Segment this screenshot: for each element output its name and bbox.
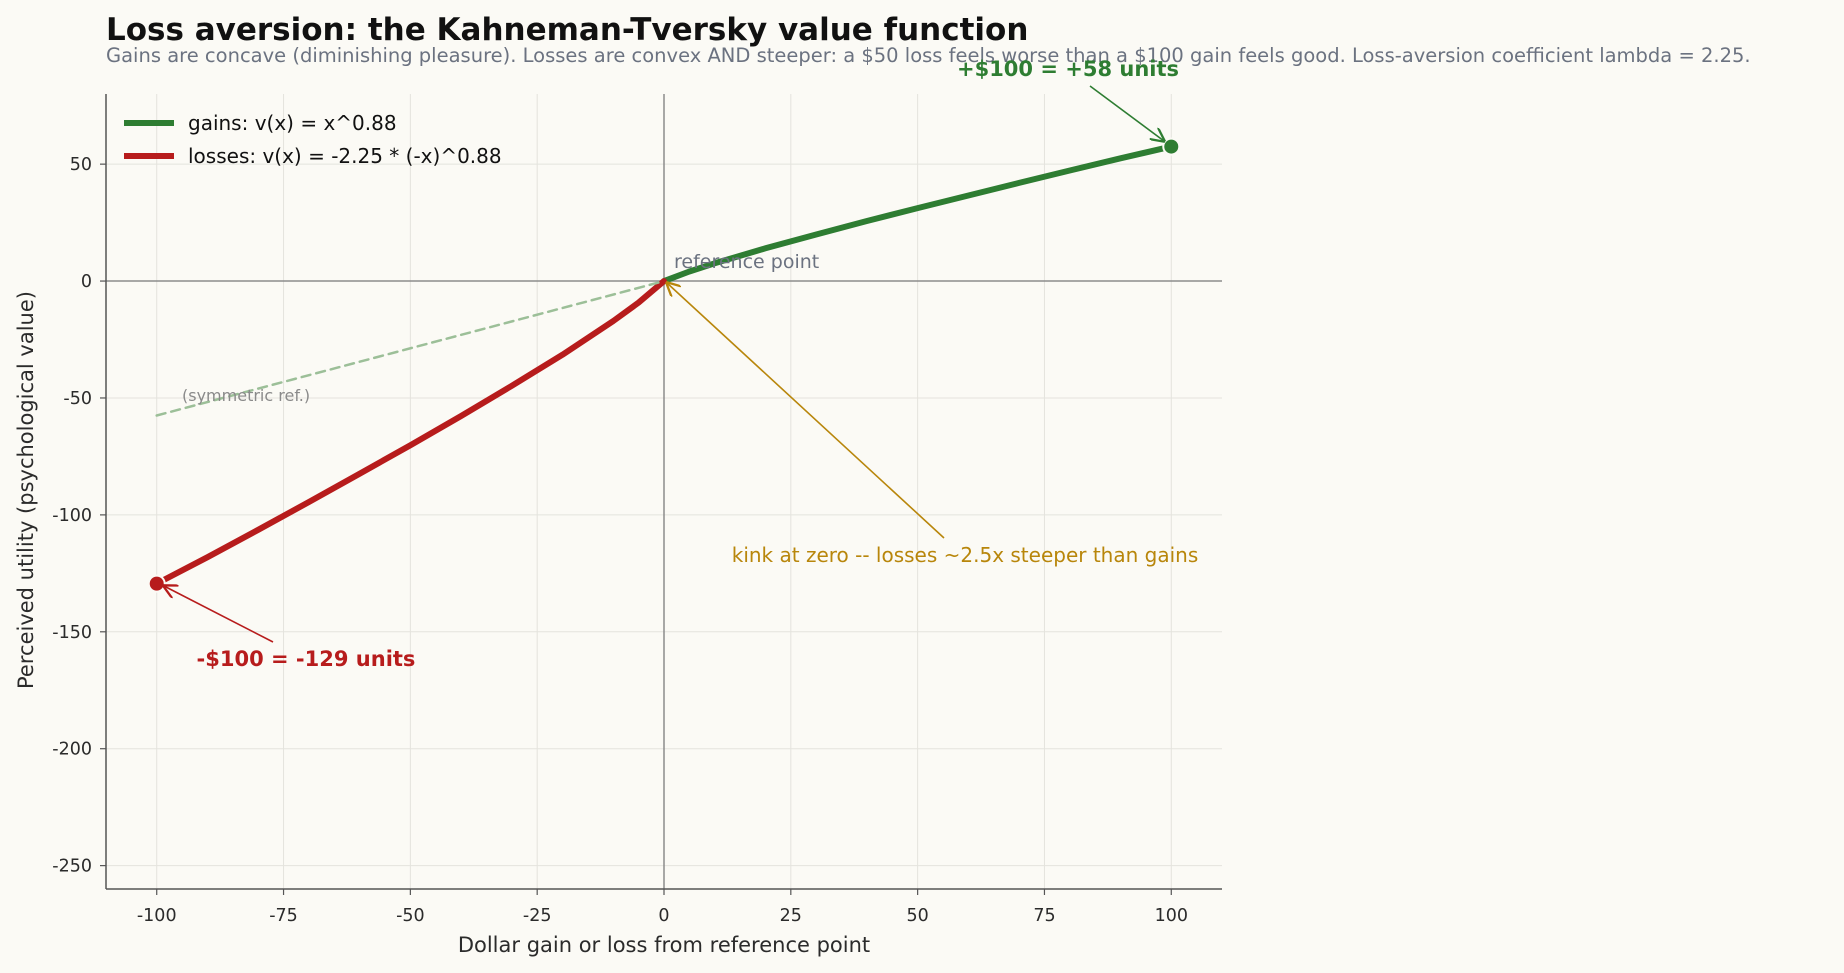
y-tick-label: -150 [52,623,92,643]
y-tick-label: 50 [70,155,92,175]
loss-annotation-arrow [164,586,274,643]
symmetric-reference-line [155,279,666,417]
gain-annotation-arrow [1089,85,1164,141]
loss-annotation: -$100 = -129 units [197,647,416,671]
annotations: +$100 = +58 units -$100 = -129 units kin… [164,57,1198,671]
legend-label-gains: gains: v(x) = x^0.88 [188,111,397,135]
losses-curve [153,278,667,587]
loss-point-marker [147,574,166,593]
tick-labels: -100 -75 -50 -25 0 25 50 75 100500-50-100-150-20… [52,155,1188,926]
kink-annotation: kink at zero -- losses ~2.5x steeper tha… [732,543,1199,567]
x-tick-label: 75 [1033,906,1055,926]
x-axis-label: Dollar gain or loss from reference point [458,933,870,957]
x-tick-label: -25 [523,906,552,926]
reference-point-label: reference point [674,251,819,273]
y-tick-label: -250 [52,857,92,877]
legend-label-losses: losses: v(x) = -2.25 * (-x)^0.88 [188,144,502,168]
x-tick-label: 50 [906,906,928,926]
x-tick-label: -100 [137,906,177,926]
zero-lines [106,94,1222,889]
x-tick-label: 25 [780,906,802,926]
kink-annotation-arrow [667,283,945,539]
y-tick-label: -50 [63,389,92,409]
x-tick-label: 0 [658,906,669,926]
y-axis-label: Perceived utility (psychological value) [14,291,38,689]
y-tick-label: -200 [52,740,92,760]
symmetric-ref-label: (symmetric ref.) [182,386,310,405]
y-tick-label: -100 [52,506,92,526]
chart-subtitle: Gains are concave (diminishing pleasure)… [106,44,1751,67]
y-tick-label: 0 [81,272,92,292]
gains-curve [661,143,1175,285]
legend: gains: v(x) = x^0.88 losses: v(x) = -2.2… [124,111,502,168]
x-tick-label: -50 [396,906,425,926]
x-tick-label: -75 [269,906,298,926]
x-tick-label: 100 [1155,906,1188,926]
gain-point-marker [1162,137,1181,156]
chart-title: Loss aversion: the Kahneman-Tversky valu… [106,12,1028,48]
gain-annotation: +$100 = +58 units [957,57,1179,81]
plot-area [147,137,1181,593]
